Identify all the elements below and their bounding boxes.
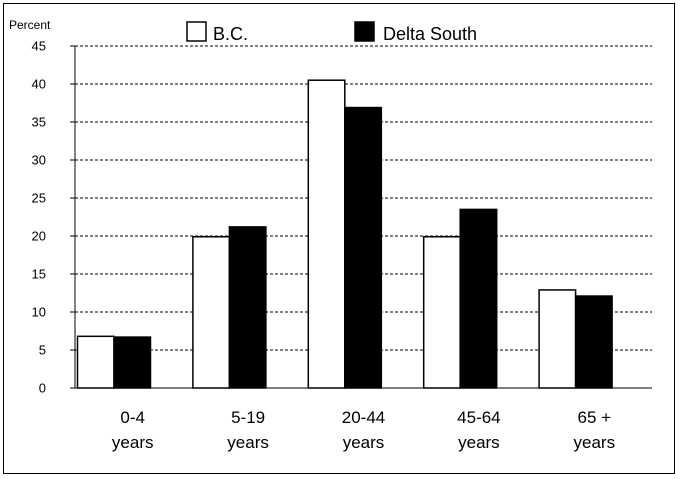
x-category-label: 65 + (578, 408, 612, 427)
y-tick-label: 25 (32, 191, 46, 206)
bar-delta-south (344, 106, 383, 389)
bar-delta-south (459, 208, 498, 389)
legend-swatch (186, 21, 207, 42)
legend-label: Delta South (383, 24, 477, 44)
x-category-label: 0-4 (120, 408, 145, 427)
bar-bc (192, 236, 231, 389)
x-category-label: years (227, 433, 269, 452)
x-category-label: 20-44 (342, 408, 385, 427)
y-tick-label: 40 (32, 77, 46, 92)
labels: 0 5 10 15 20 25 30 35 40 45 Percent 0-4 years 5-19 yea… (9, 18, 615, 452)
x-category-label: years (112, 433, 154, 452)
y-tick-label: 5 (39, 343, 46, 358)
x-category-label: 45-64 (457, 408, 500, 427)
bar-bc (76, 335, 115, 389)
bar-delta-south (574, 295, 613, 389)
y-tick-label: 15 (32, 267, 46, 282)
bar-delta-south (228, 226, 267, 389)
bar-delta-south (113, 336, 152, 389)
y-tick-label: 10 (32, 305, 46, 320)
legend: B.C. Delta South (186, 21, 477, 44)
legend-label: B.C. (213, 24, 248, 44)
y-tick-label: 20 (32, 229, 46, 244)
x-category-label: years (343, 433, 385, 452)
y-tick-label: 0 (39, 381, 46, 396)
y-axis-label: Percent (9, 18, 51, 32)
legend-swatch (354, 21, 375, 42)
y-tick-label: 30 (32, 153, 46, 168)
bar-bc (307, 79, 346, 389)
bar-bc (422, 236, 461, 389)
x-category-label: years (574, 433, 616, 452)
y-tick-label: 45 (32, 39, 46, 54)
x-category-label: years (458, 433, 500, 452)
x-category-label: 5-19 (231, 408, 265, 427)
bar-bc (538, 289, 577, 389)
y-tick-label: 35 (32, 115, 46, 130)
bars (76, 79, 613, 389)
